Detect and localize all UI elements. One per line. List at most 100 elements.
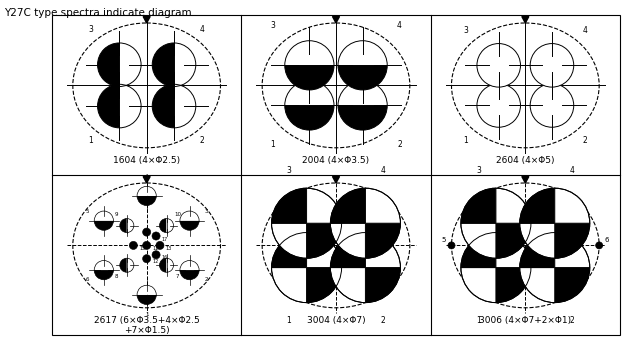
Wedge shape xyxy=(496,188,531,223)
Text: 6: 6 xyxy=(85,277,89,282)
Text: 12: 12 xyxy=(152,260,158,265)
Wedge shape xyxy=(119,43,141,87)
Wedge shape xyxy=(461,232,496,268)
Circle shape xyxy=(129,241,137,250)
Circle shape xyxy=(477,84,520,127)
Text: 2: 2 xyxy=(205,277,208,282)
Circle shape xyxy=(477,43,520,87)
Text: 4: 4 xyxy=(397,21,402,31)
Circle shape xyxy=(152,232,160,240)
Wedge shape xyxy=(306,268,341,303)
Wedge shape xyxy=(120,219,127,232)
Wedge shape xyxy=(120,258,127,272)
Text: 2617 (6×Φ3.5+4×Φ2.5
+7×Φ1.5): 2617 (6×Φ3.5+4×Φ2.5 +7×Φ1.5) xyxy=(94,316,200,335)
Wedge shape xyxy=(127,219,134,232)
Text: 1: 1 xyxy=(89,136,94,145)
Text: 14: 14 xyxy=(152,233,158,238)
Text: 4: 4 xyxy=(145,174,149,179)
Wedge shape xyxy=(555,268,590,303)
Circle shape xyxy=(596,242,603,249)
Ellipse shape xyxy=(452,23,599,148)
Text: 17: 17 xyxy=(162,237,168,242)
Wedge shape xyxy=(366,232,401,268)
Wedge shape xyxy=(555,223,590,258)
Text: 3006 (4×Φ7+2×Φ1): 3006 (4×Φ7+2×Φ1) xyxy=(479,316,572,325)
Wedge shape xyxy=(285,41,334,66)
Text: 2604 (4×Φ5): 2604 (4×Φ5) xyxy=(496,156,555,165)
Wedge shape xyxy=(271,232,306,268)
Polygon shape xyxy=(522,16,529,23)
Wedge shape xyxy=(94,270,114,280)
Polygon shape xyxy=(333,16,339,23)
Wedge shape xyxy=(160,258,167,272)
Text: 2: 2 xyxy=(582,136,587,145)
Polygon shape xyxy=(333,177,339,183)
Text: 4: 4 xyxy=(381,166,386,175)
Text: 3: 3 xyxy=(205,209,208,214)
Wedge shape xyxy=(160,219,167,232)
Ellipse shape xyxy=(262,23,410,148)
Text: 1: 1 xyxy=(145,312,149,316)
Bar xyxy=(52,15,620,335)
Text: 2: 2 xyxy=(397,140,402,150)
Wedge shape xyxy=(137,186,156,196)
Text: 5: 5 xyxy=(85,209,89,214)
Wedge shape xyxy=(306,232,341,268)
Text: 2: 2 xyxy=(200,136,205,145)
Text: 3004 (4×Φ7): 3004 (4×Φ7) xyxy=(306,316,365,325)
Circle shape xyxy=(448,242,455,249)
Text: 13: 13 xyxy=(165,246,172,251)
Wedge shape xyxy=(285,66,334,90)
Text: 2: 2 xyxy=(570,316,575,325)
Wedge shape xyxy=(338,81,388,105)
Circle shape xyxy=(143,228,151,236)
Text: 3: 3 xyxy=(270,21,275,31)
Text: 1604 (4×Φ2.5): 1604 (4×Φ2.5) xyxy=(113,156,180,165)
Ellipse shape xyxy=(262,183,410,308)
Text: 1: 1 xyxy=(476,316,480,325)
Wedge shape xyxy=(555,232,590,268)
Wedge shape xyxy=(167,258,173,272)
Circle shape xyxy=(143,241,151,250)
Text: 3: 3 xyxy=(476,166,481,175)
Circle shape xyxy=(156,241,164,250)
Text: 1: 1 xyxy=(270,140,275,150)
Text: 4: 4 xyxy=(582,26,587,35)
Wedge shape xyxy=(174,43,196,87)
Wedge shape xyxy=(137,295,156,304)
Circle shape xyxy=(143,255,151,263)
Wedge shape xyxy=(94,221,114,230)
Wedge shape xyxy=(520,223,555,258)
Wedge shape xyxy=(461,268,496,303)
Text: 2: 2 xyxy=(381,316,385,325)
Wedge shape xyxy=(496,232,531,268)
Wedge shape xyxy=(94,261,114,270)
Polygon shape xyxy=(143,177,150,183)
Wedge shape xyxy=(174,84,196,128)
Wedge shape xyxy=(152,84,174,128)
Wedge shape xyxy=(306,223,341,258)
Wedge shape xyxy=(520,232,555,268)
Text: 6: 6 xyxy=(605,237,610,244)
Circle shape xyxy=(530,84,573,127)
Text: 7: 7 xyxy=(176,274,179,279)
Wedge shape xyxy=(285,81,334,105)
Text: 2004 (4×Φ3.5): 2004 (4×Φ3.5) xyxy=(303,156,369,165)
Text: 15: 15 xyxy=(139,246,145,251)
Wedge shape xyxy=(152,43,174,87)
Ellipse shape xyxy=(452,183,599,308)
Wedge shape xyxy=(330,268,366,303)
Polygon shape xyxy=(522,177,529,183)
Wedge shape xyxy=(330,223,366,258)
Wedge shape xyxy=(338,105,388,130)
Wedge shape xyxy=(461,223,496,258)
Wedge shape xyxy=(119,84,141,128)
Wedge shape xyxy=(366,223,401,258)
Text: 16: 16 xyxy=(162,256,168,261)
Wedge shape xyxy=(366,268,401,303)
Text: 4: 4 xyxy=(200,25,205,35)
Text: 3: 3 xyxy=(286,166,291,175)
Wedge shape xyxy=(97,43,119,87)
Text: 1: 1 xyxy=(464,136,469,145)
Wedge shape xyxy=(137,285,156,295)
